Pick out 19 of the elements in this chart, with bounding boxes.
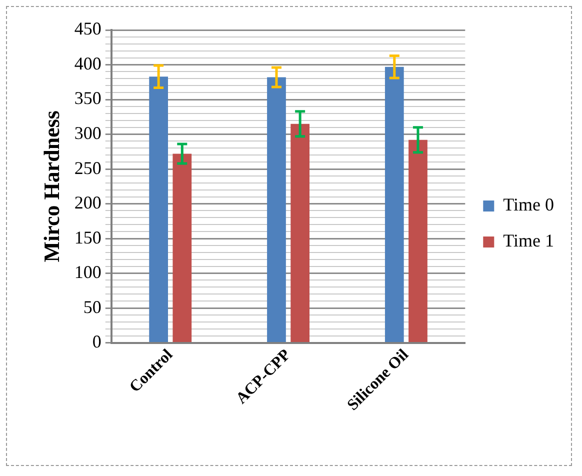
legend-label: Time 1: [503, 230, 554, 251]
y-tick-label: 450: [74, 18, 102, 39]
y-tick-label: 150: [74, 227, 102, 248]
bar: [172, 154, 192, 342]
y-tick-label: 300: [74, 123, 102, 143]
y-tick-label: 250: [74, 158, 102, 178]
legend-label: Time 0: [503, 194, 554, 215]
y-tick-label: 0: [92, 332, 102, 352]
bar: [149, 76, 168, 342]
y-tick-label: 200: [74, 192, 102, 213]
y-axis-title: Mirco Hardness: [38, 110, 64, 262]
y-tick-label: 50: [83, 296, 102, 317]
bar: [267, 77, 286, 342]
y-tick-label: 400: [74, 53, 102, 74]
bar: [408, 140, 428, 342]
bar: [384, 66, 404, 342]
y-tick-label: 100: [74, 262, 102, 282]
bar: [290, 124, 310, 342]
y-tick-label: 350: [74, 88, 102, 108]
